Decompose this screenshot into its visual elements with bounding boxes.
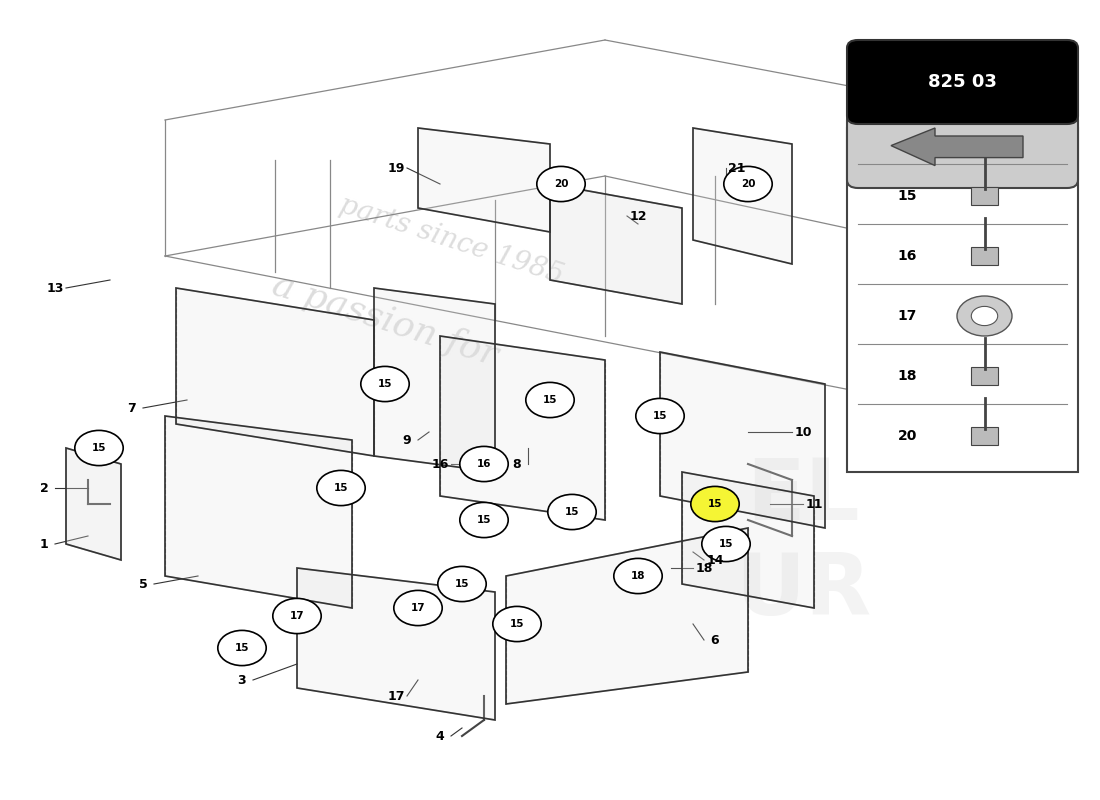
Text: 15: 15: [898, 189, 917, 203]
Text: 15: 15: [652, 411, 668, 421]
Text: 18: 18: [695, 562, 713, 574]
Text: 1: 1: [40, 538, 48, 550]
Circle shape: [636, 398, 684, 434]
Text: 17: 17: [387, 690, 405, 702]
Polygon shape: [550, 184, 682, 304]
Text: 15: 15: [542, 395, 558, 405]
Circle shape: [273, 598, 321, 634]
Text: 5: 5: [139, 578, 147, 590]
FancyBboxPatch shape: [971, 247, 998, 265]
Text: 15: 15: [707, 499, 723, 509]
Circle shape: [702, 526, 750, 562]
Text: 15: 15: [509, 619, 525, 629]
Polygon shape: [66, 448, 121, 560]
Polygon shape: [440, 336, 605, 520]
Polygon shape: [176, 288, 374, 456]
Polygon shape: [165, 416, 352, 608]
Polygon shape: [506, 528, 748, 704]
Circle shape: [75, 430, 123, 466]
Circle shape: [957, 296, 1012, 336]
Text: 7: 7: [128, 402, 136, 414]
Text: 15: 15: [377, 379, 393, 389]
Circle shape: [218, 630, 266, 666]
Circle shape: [691, 486, 739, 522]
Polygon shape: [374, 288, 495, 472]
Text: EL
UR: EL UR: [735, 454, 871, 634]
FancyBboxPatch shape: [971, 367, 998, 385]
Text: 9: 9: [403, 434, 411, 446]
Text: 15: 15: [718, 539, 734, 549]
Circle shape: [493, 606, 541, 642]
Circle shape: [537, 166, 585, 202]
Polygon shape: [693, 128, 792, 264]
Text: 8: 8: [513, 458, 521, 470]
Circle shape: [526, 382, 574, 418]
Circle shape: [394, 590, 442, 626]
Text: 20: 20: [553, 179, 569, 189]
FancyBboxPatch shape: [971, 187, 998, 205]
FancyBboxPatch shape: [847, 128, 1078, 472]
Text: 17: 17: [410, 603, 426, 613]
Text: 17: 17: [898, 309, 917, 323]
Text: 15: 15: [333, 483, 349, 493]
Text: 16: 16: [476, 459, 492, 469]
Text: 16: 16: [431, 458, 449, 470]
FancyBboxPatch shape: [971, 427, 998, 445]
Text: 2: 2: [40, 482, 48, 494]
Circle shape: [548, 494, 596, 530]
Text: 825 03: 825 03: [928, 74, 997, 91]
Text: 15: 15: [91, 443, 107, 453]
Polygon shape: [682, 472, 814, 608]
Text: 19: 19: [387, 162, 405, 174]
Text: 4: 4: [436, 730, 444, 742]
Text: 20: 20: [898, 429, 917, 443]
Circle shape: [317, 470, 365, 506]
Text: 11: 11: [805, 498, 823, 510]
Circle shape: [438, 566, 486, 602]
Text: 17: 17: [289, 611, 305, 621]
Circle shape: [460, 446, 508, 482]
Text: 10: 10: [794, 426, 812, 438]
Circle shape: [460, 502, 508, 538]
Circle shape: [614, 558, 662, 594]
Text: 18: 18: [898, 369, 917, 383]
Text: 21: 21: [728, 162, 746, 174]
Circle shape: [361, 366, 409, 402]
FancyBboxPatch shape: [847, 112, 1078, 188]
Circle shape: [971, 306, 998, 326]
Polygon shape: [891, 128, 1023, 166]
Text: a passion for: a passion for: [268, 267, 502, 373]
Text: 15: 15: [476, 515, 492, 525]
FancyBboxPatch shape: [847, 40, 1078, 124]
Text: 15: 15: [564, 507, 580, 517]
Text: 20: 20: [740, 179, 756, 189]
Text: 16: 16: [898, 249, 917, 263]
Text: 6: 6: [711, 634, 719, 646]
Polygon shape: [297, 568, 495, 720]
Text: 18: 18: [630, 571, 646, 581]
Text: 15: 15: [454, 579, 470, 589]
Text: 15: 15: [234, 643, 250, 653]
Text: 13: 13: [46, 282, 64, 294]
Text: 14: 14: [706, 554, 724, 566]
Circle shape: [724, 166, 772, 202]
Text: 3: 3: [238, 674, 246, 686]
Polygon shape: [660, 352, 825, 528]
Text: parts since 1985: parts since 1985: [336, 191, 566, 289]
Polygon shape: [418, 128, 550, 232]
Text: 12: 12: [629, 210, 647, 222]
